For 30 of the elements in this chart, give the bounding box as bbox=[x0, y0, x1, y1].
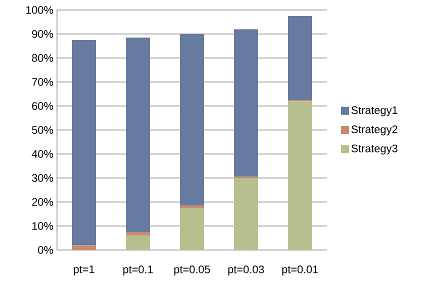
bar bbox=[72, 40, 96, 246]
legend-label: Strategy3 bbox=[351, 144, 398, 154]
legend-label: Strategy2 bbox=[351, 125, 398, 136]
y-tick-label: 100% bbox=[26, 6, 54, 14]
bar bbox=[180, 208, 204, 250]
y-tick-label: 50% bbox=[32, 126, 54, 134]
bar bbox=[126, 236, 150, 250]
x-tick-label: pt=0.1 bbox=[123, 266, 153, 276]
y-tick-label: 30% bbox=[32, 174, 54, 182]
bar bbox=[72, 245, 96, 250]
bar bbox=[126, 38, 150, 232]
x-tick-label: pt=1 bbox=[74, 266, 94, 276]
bar bbox=[126, 232, 150, 236]
y-tick-label: 20% bbox=[32, 198, 54, 206]
x-tick-label: pt=0.01 bbox=[282, 266, 318, 276]
bar bbox=[180, 34, 204, 206]
bar bbox=[234, 178, 258, 250]
y-tick-label: 80% bbox=[32, 54, 54, 62]
legend-label: Strategy1 bbox=[351, 106, 398, 116]
bar bbox=[234, 29, 258, 177]
y-tick-label: 0% bbox=[38, 246, 54, 254]
y-tick-label: 60% bbox=[32, 102, 54, 110]
y-tick-label: 90% bbox=[32, 30, 54, 38]
y-tick-label: 40% bbox=[32, 150, 54, 158]
bar bbox=[288, 16, 312, 100]
bar bbox=[288, 101, 312, 250]
y-tick-label: 10% bbox=[32, 222, 54, 230]
y-tick-label: 70% bbox=[32, 78, 54, 86]
x-tick-label: pt=0.03 bbox=[228, 266, 264, 276]
x-tick-label: pt=0.05 bbox=[174, 266, 210, 276]
